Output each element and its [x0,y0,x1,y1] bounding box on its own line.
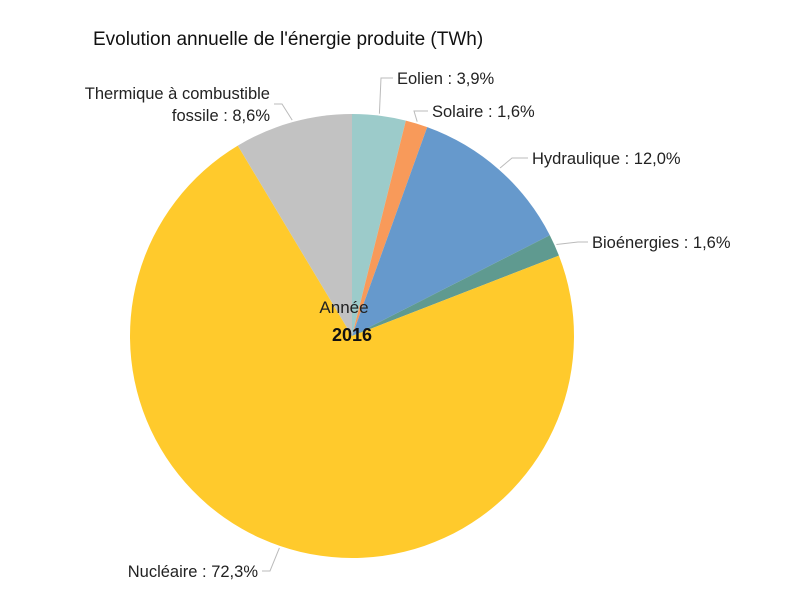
leader-thermique-a-combustible-fossile [274,103,293,121]
slice-hydraulique [352,127,550,337]
slice-eolien [352,114,406,336]
label-eolien: Eolien : 3,9% [397,70,495,88]
label-nucleaire: Nucléaire : 72,3% [128,563,259,581]
slice-bioenergies [352,235,559,336]
leader-lines [262,77,588,572]
leader-bioenergies [556,241,588,245]
slice-solaire [352,120,428,336]
label-thermique-a-combustible-fossile-line-1: Thermique à combustible [85,85,270,103]
pie-slices [130,114,575,558]
label-thermique-a-combustible-fossile-line-2: fossile : 8,6% [172,107,270,125]
center-caption: Année [319,298,368,317]
label-bioenergies: Bioénergies : 1,6% [592,234,731,252]
slice-thermique-a-combustible-fossile [237,114,352,336]
chart-title: Evolution annuelle de l'énergie produite… [93,29,483,50]
slice-nucleaire [130,145,575,558]
center-year: 2016 [332,325,372,345]
leader-nucleaire [262,547,280,572]
label-hydraulique: Hydraulique : 12,0% [532,150,681,168]
leader-hydraulique [499,157,528,169]
leader-eolien [378,77,393,114]
slice-labels: Eolien : 3,9% Solaire : 1,6% Hydraulique :… [85,70,731,581]
leader-solaire [413,110,428,122]
label-solaire: Solaire : 1,6% [432,103,535,121]
